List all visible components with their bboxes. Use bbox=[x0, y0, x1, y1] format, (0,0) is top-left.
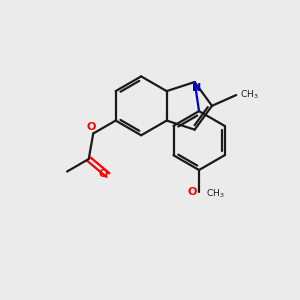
Text: O: O bbox=[188, 187, 197, 197]
Text: N: N bbox=[191, 83, 201, 94]
Text: CH$_3$: CH$_3$ bbox=[206, 187, 225, 200]
Text: O: O bbox=[99, 169, 108, 178]
Text: CH$_3$: CH$_3$ bbox=[240, 89, 258, 101]
Text: O: O bbox=[86, 122, 96, 132]
